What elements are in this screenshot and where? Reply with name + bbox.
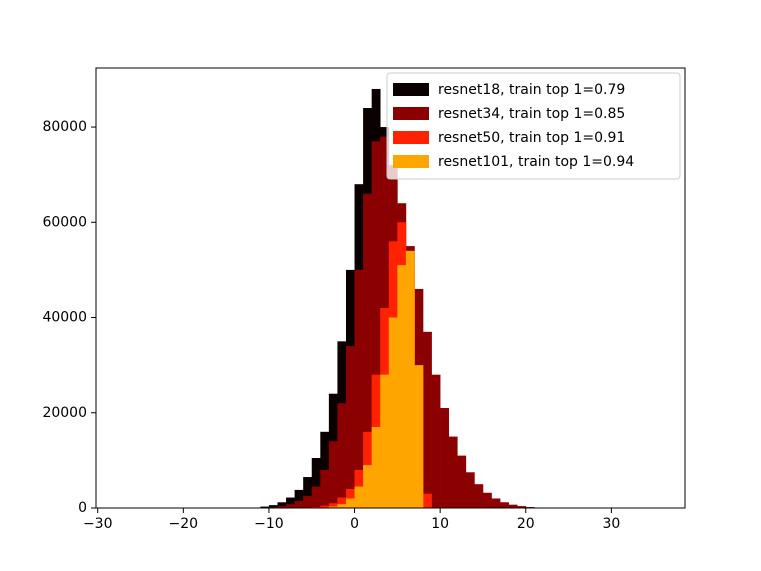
histogram-bar — [303, 496, 313, 508]
legend-swatch — [393, 155, 429, 168]
x-tick-label: −30 — [83, 516, 113, 532]
histogram-bar — [328, 506, 338, 508]
histogram-bar — [354, 269, 364, 508]
histogram-bar — [345, 498, 355, 508]
histogram-bar — [517, 506, 527, 508]
legend-swatch — [393, 131, 429, 144]
histogram-bar — [277, 502, 287, 508]
histogram-bar — [500, 502, 509, 508]
x-tick-label: −20 — [169, 516, 199, 532]
histogram-bar — [380, 374, 390, 508]
legend-swatch — [393, 107, 429, 120]
histogram-bar — [294, 489, 304, 508]
y-tick-label: 40000 — [42, 310, 87, 326]
histogram-bar — [423, 331, 432, 508]
histogram-bar — [397, 265, 407, 508]
histogram-bar — [465, 472, 475, 508]
plot-frame — [95, 67, 686, 509]
histogram-bar — [345, 346, 355, 508]
legend-label: resnet101, train top 1=0.94 — [438, 154, 634, 170]
x-tick-label: 30 — [602, 516, 620, 532]
legend-label: resnet18, train top 1=0.79 — [438, 82, 625, 98]
y-tick-label: 80000 — [42, 119, 87, 135]
legend-swatch — [393, 83, 429, 96]
histogram-bar — [414, 365, 424, 508]
histogram-bar — [311, 458, 321, 508]
y-tick-label: 0 — [78, 500, 87, 516]
histogram-bar — [363, 193, 372, 508]
histogram-bar — [457, 455, 467, 508]
histogram-bar — [268, 505, 278, 508]
x-tick-label: 10 — [431, 516, 449, 532]
histogram-bar — [482, 492, 492, 508]
histogram-bar — [337, 497, 347, 508]
histogram-bar — [474, 484, 484, 508]
histogram-bar — [320, 469, 330, 508]
legend-label: resnet34, train top 1=0.85 — [438, 106, 625, 122]
histogram-bar — [328, 503, 338, 508]
y-tick-label: 60000 — [42, 214, 87, 230]
x-tick-label: 20 — [517, 516, 535, 532]
histogram-bar — [371, 141, 381, 509]
x-tick-label: −10 — [254, 516, 284, 532]
histogram-bar — [311, 486, 321, 508]
histogram-bar — [431, 374, 441, 508]
histogram-bar — [448, 436, 458, 508]
legend-box — [386, 72, 681, 180]
legend-label: resnet50, train top 1=0.91 — [438, 130, 625, 146]
histogram-bar — [277, 506, 287, 508]
histogram-bar — [405, 250, 415, 508]
histogram-bar — [363, 465, 372, 508]
x-tick-label: 0 — [350, 516, 359, 532]
histogram-bar — [320, 505, 330, 508]
histogram-bar — [294, 500, 304, 508]
histogram-bar — [508, 504, 518, 508]
histogram-bar — [328, 441, 338, 508]
histogram-bar — [260, 506, 270, 508]
histogram-bar — [388, 317, 398, 508]
histogram-bar — [371, 427, 381, 508]
histogram-bar — [337, 403, 347, 508]
legend: resnet18, train top 1=0.79 resnet34, trai… — [386, 72, 681, 180]
histogram-bar — [423, 493, 432, 508]
histogram-bar — [303, 477, 313, 508]
y-tick-label: 20000 — [42, 405, 87, 421]
histogram-bar — [491, 498, 501, 508]
histogram-bar — [354, 486, 364, 508]
histogram-bar — [286, 497, 295, 508]
histogram-bar — [337, 504, 347, 508]
histogram-bar — [440, 408, 450, 508]
histogram-bar — [286, 504, 295, 508]
